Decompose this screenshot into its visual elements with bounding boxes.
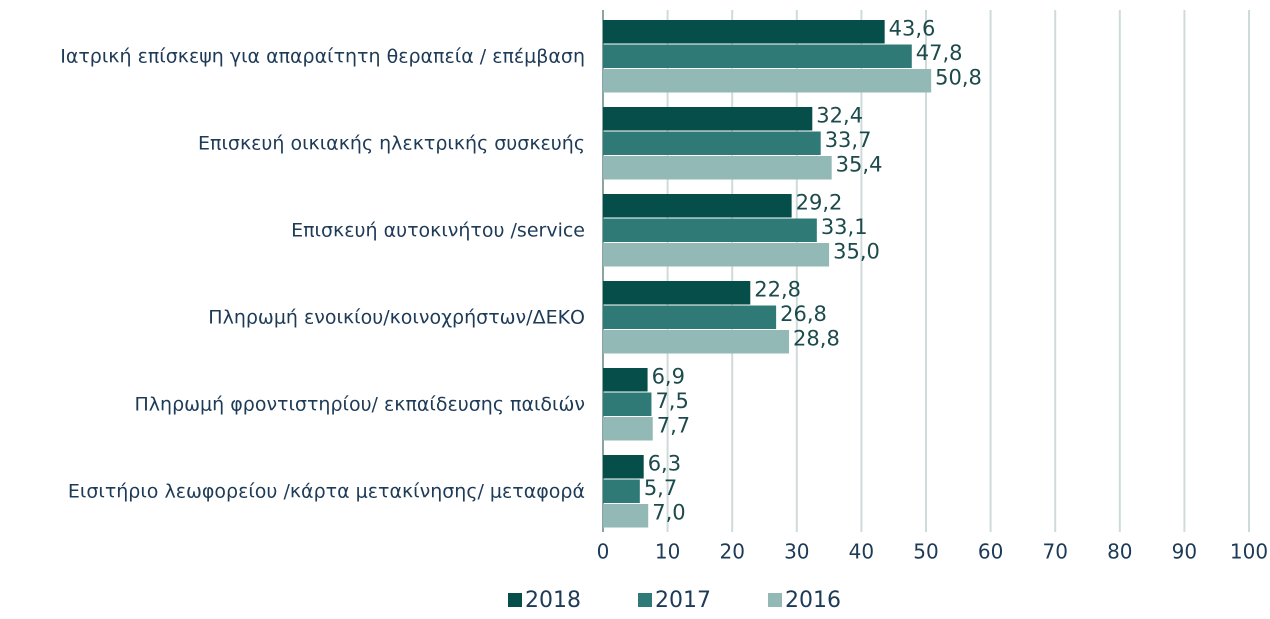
x-tick-label: 20 — [719, 540, 744, 564]
data-label: 28,8 — [793, 326, 840, 350]
bar — [603, 131, 821, 155]
legend-swatch — [638, 593, 652, 607]
bar — [603, 218, 817, 242]
bar — [603, 194, 792, 218]
data-label: 7,0 — [652, 500, 685, 524]
x-tick-label: 50 — [913, 540, 938, 564]
x-tick-label: 100 — [1230, 540, 1268, 564]
data-label: 7,5 — [655, 389, 688, 413]
category-label: Επισκευή οικιακής ηλεκτρικής συσκευής — [198, 132, 585, 154]
bar — [603, 281, 751, 305]
data-label: 47,8 — [916, 41, 963, 65]
data-label: 7,7 — [657, 413, 690, 437]
category-label: Πληρωμή ενοικίου/κοινοχρήστων/ΔΕΚΟ — [208, 306, 585, 328]
bar — [603, 455, 644, 479]
x-tick-label: 0 — [597, 540, 610, 564]
bar — [603, 368, 648, 392]
bar — [603, 20, 885, 44]
category-label: Εισιτήριο λεωφορείου /κάρτα μετακίνησης/… — [68, 480, 585, 502]
legend-label: 2016 — [785, 588, 841, 613]
data-label: 35,0 — [833, 239, 880, 263]
data-label: 5,7 — [644, 476, 677, 500]
legend-swatch — [768, 593, 782, 607]
data-label: 33,1 — [821, 215, 868, 239]
data-label: 6,9 — [652, 364, 685, 388]
bar — [603, 44, 912, 68]
category-label: Ιατρική επίσκεψη για απαραίτητη θεραπεία… — [60, 45, 585, 67]
category-label: Επισκευή αυτοκινήτου /service — [291, 219, 585, 241]
bar — [603, 330, 790, 354]
bar — [603, 504, 649, 528]
x-tick-label: 70 — [1042, 540, 1067, 564]
data-label: 6,3 — [648, 451, 681, 475]
legend-swatch — [508, 593, 522, 607]
legend-label: 2018 — [525, 588, 581, 613]
x-tick-label: 10 — [655, 540, 680, 564]
data-label: 35,4 — [836, 152, 883, 176]
data-label: 22,8 — [754, 277, 801, 301]
category-label: Πληρωμή φροντιστηρίου/ εκπαίδευσης παιδι… — [135, 393, 585, 415]
data-label: 32,4 — [816, 103, 863, 127]
bar — [603, 479, 640, 503]
x-tick-label: 90 — [1172, 540, 1197, 564]
bar — [603, 243, 830, 267]
bar — [603, 392, 652, 416]
bar — [603, 305, 777, 329]
data-label: 29,2 — [796, 190, 843, 214]
data-label: 43,6 — [889, 16, 936, 40]
data-label: 50,8 — [935, 65, 982, 89]
x-tick-label: 80 — [1107, 540, 1132, 564]
x-tick-label: 60 — [978, 540, 1003, 564]
legend-label: 2017 — [655, 588, 711, 613]
x-tick-label: 30 — [784, 540, 809, 564]
x-tick-label: 40 — [849, 540, 874, 564]
data-label: 33,7 — [825, 128, 872, 152]
bar — [603, 69, 932, 93]
bar — [603, 417, 653, 441]
bar — [603, 107, 813, 131]
bar — [603, 156, 832, 180]
data-label: 26,8 — [780, 302, 827, 326]
